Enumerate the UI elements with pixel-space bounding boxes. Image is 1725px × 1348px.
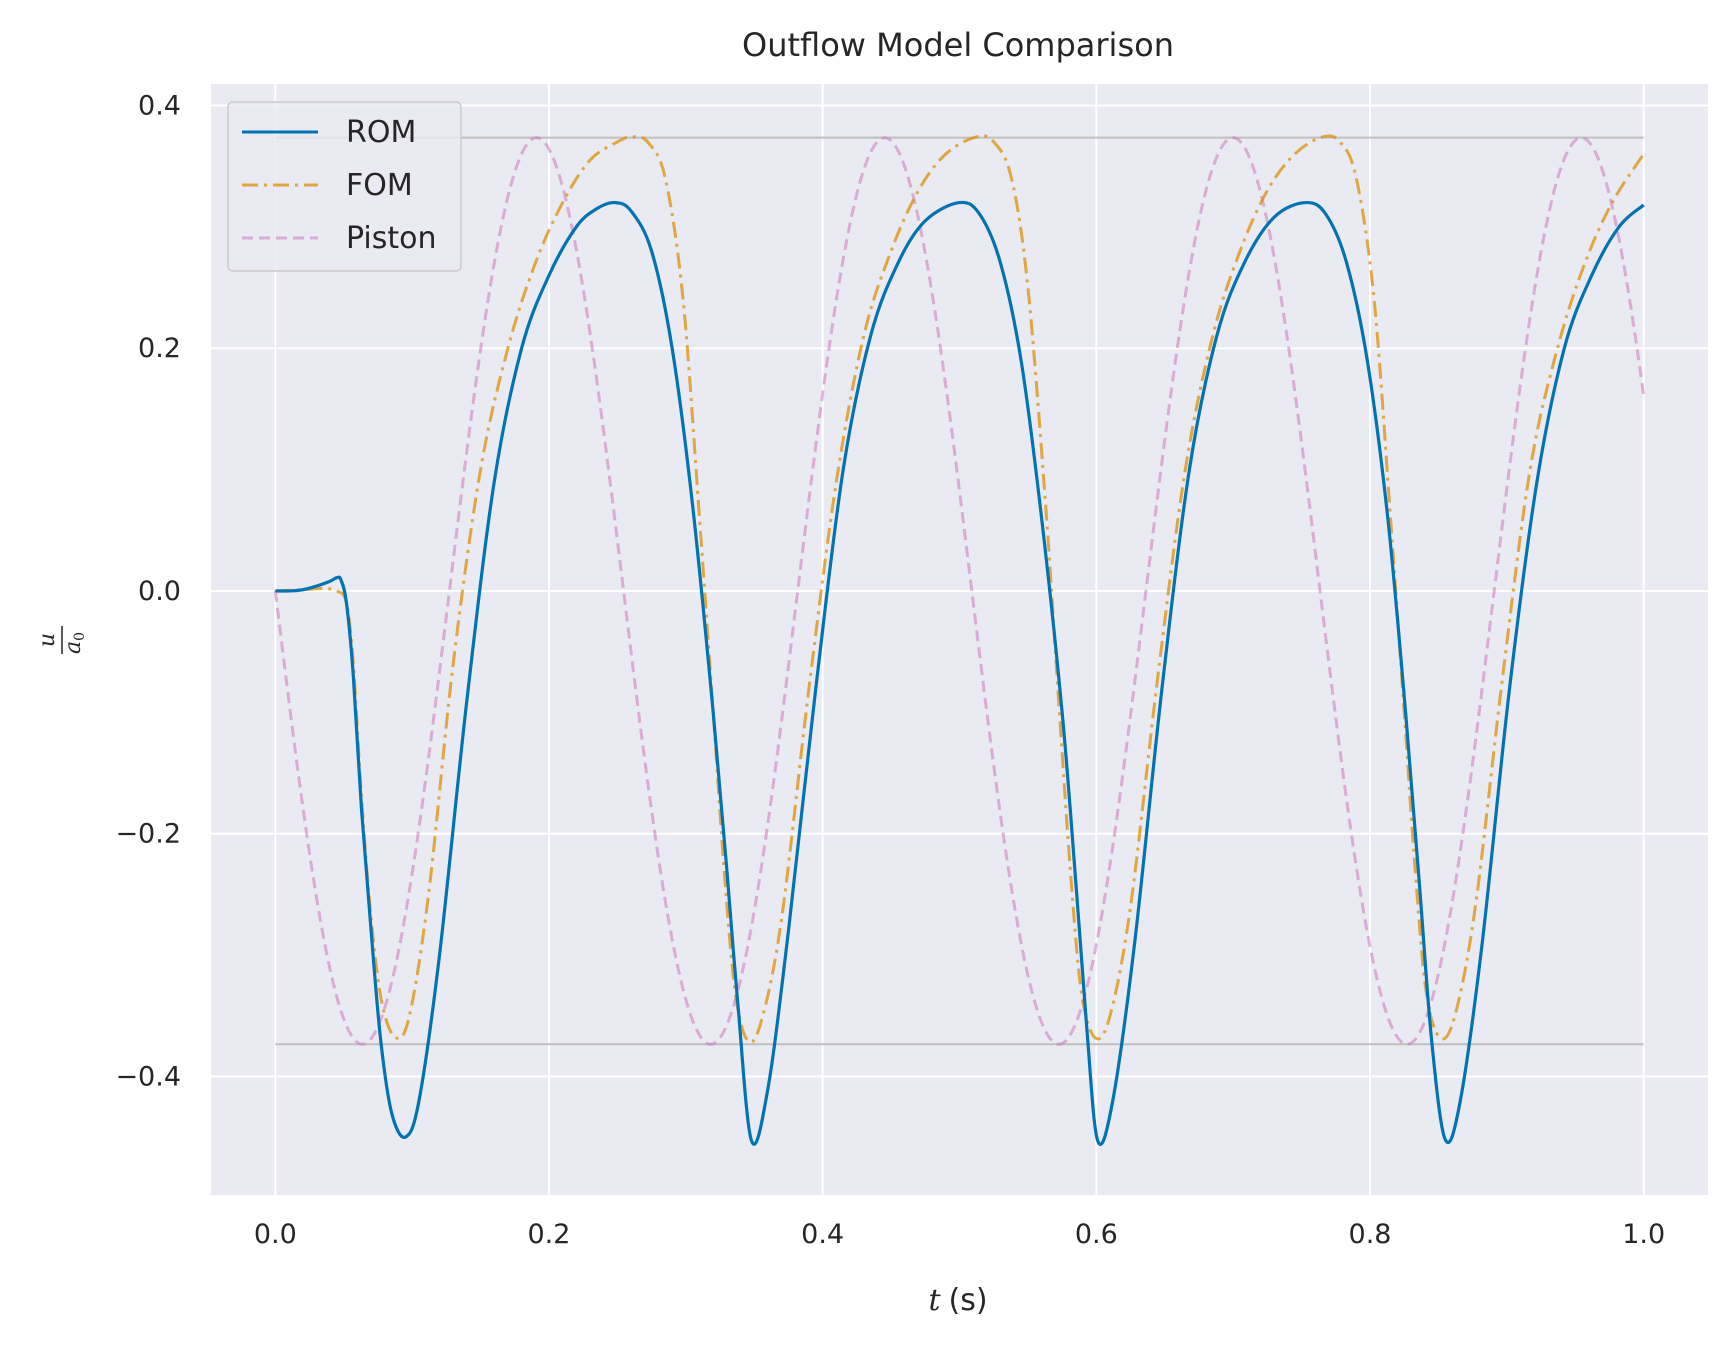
series-line-rom [275, 200, 1645, 1146]
x-tick-label: 0.6 [1075, 1219, 1118, 1250]
grid [211, 84, 1708, 1195]
x-axis-label: t (s) [928, 1283, 987, 1318]
x-tick-label: 1.0 [1622, 1219, 1665, 1250]
x-axis-label-unit: (s) [949, 1283, 988, 1318]
series-line-piston [273, 136, 1646, 1046]
legend: ROM FOM Piston [227, 101, 462, 272]
y-tick-label: −0.4 [115, 1061, 181, 1092]
y-axis-label-denominator-base: a [61, 641, 86, 654]
x-axis-ticks: 0.0 0.2 0.4 0.6 0.8 1.0 [254, 1219, 1665, 1250]
y-tick-label: 0.4 [138, 90, 181, 121]
y-axis-label-denominator-subscript: 0 [72, 632, 88, 641]
x-tick-label: 0.8 [1349, 1219, 1392, 1250]
x-tick-label: 0.4 [801, 1219, 844, 1250]
legend-frame [227, 101, 462, 272]
y-axis-label-denominator: a0 [61, 632, 88, 654]
x-axis-label-variable: t [928, 1283, 941, 1318]
legend-label-fom: FOM [346, 168, 413, 203]
y-tick-label: 0.2 [138, 333, 181, 364]
legend-label-piston: Piston [346, 221, 437, 256]
y-axis-ticks: −0.4 −0.2 0.0 0.2 0.4 [115, 90, 181, 1092]
legend-label-rom: ROM [346, 115, 416, 150]
series-lines [273, 134, 1646, 1146]
chart-title: Outflow Model Comparison [742, 26, 1174, 64]
x-tick-label: 0.2 [528, 1219, 571, 1250]
y-tick-label: 0.0 [138, 576, 181, 607]
y-tick-label: −0.2 [115, 819, 181, 850]
y-axis-label: u a0 [35, 626, 88, 654]
y-axis-label-numerator: u [35, 633, 60, 647]
series-line-fom [275, 134, 1645, 1044]
x-tick-label: 0.0 [254, 1219, 297, 1250]
reference-lines [275, 136, 1644, 1046]
